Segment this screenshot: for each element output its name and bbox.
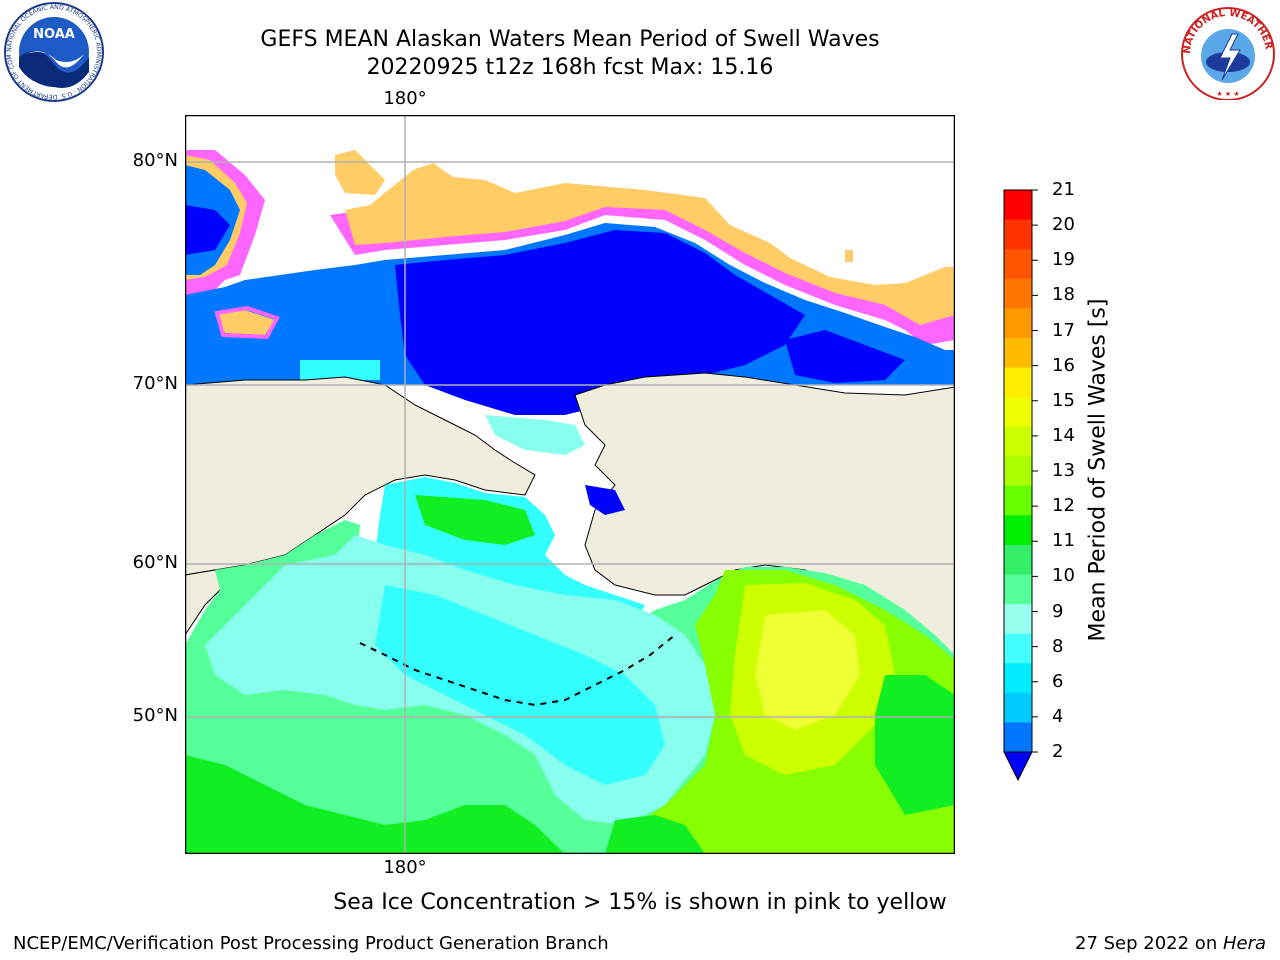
footer-date-text: 27 Sep 2022 on (1075, 933, 1223, 954)
lat-label-70n: 70°N (132, 373, 178, 394)
map-panel (185, 115, 955, 854)
colorbar-under-arrow (1003, 751, 1033, 782)
sea-ice-fleck (845, 250, 853, 262)
map-border (185, 115, 955, 854)
colorbar (1003, 189, 1038, 782)
colorbar-label: Mean Period of Swell Waves [s] (1085, 298, 1111, 642)
footer-date: 27 Sep 2022 on Hera (1075, 933, 1266, 954)
lat-label-60n: 60°N (132, 552, 178, 573)
siberia-land (185, 376, 536, 576)
noaa-logo: NATIONAL OCEANIC AND ATMOSPHERIC ADMINIS… (4, 2, 104, 102)
sea-ice-north (345, 163, 955, 325)
noaa-logo-text: NOAA (33, 27, 75, 42)
svg-text:★ ★ ★: ★ ★ ★ (1216, 90, 1239, 98)
colorbar-swatch (1004, 190, 1032, 221)
swell-max-zone (755, 610, 860, 730)
nws-logo: NATIONAL WEATHER SERVICE ★ ★ ★ (1178, 4, 1275, 100)
colorbar-swatch (1004, 663, 1032, 694)
footer-host: Hera (1222, 933, 1266, 954)
colorbar-tick-label: 19 (1052, 249, 1075, 271)
colorbar-swatch (1004, 574, 1032, 605)
colorbar-tick-label: 11 (1052, 530, 1075, 552)
colorbar-swatch (1004, 485, 1032, 516)
colorbar-swatch (1004, 692, 1032, 723)
colorbar-tick-label: 16 (1052, 354, 1075, 376)
colorbar-tick-label: 12 (1052, 495, 1075, 517)
colorbar-tick-label: 2 (1052, 741, 1064, 762)
footer-credit: NCEP/EMC/Verification Post Processing Pr… (13, 933, 609, 954)
colorbar-tick-label: 6 (1052, 670, 1064, 692)
deep-period-zone (395, 230, 805, 415)
graticule (185, 115, 955, 854)
colorbar-tick-label: 13 (1052, 460, 1075, 481)
colorbar-swatch (1004, 544, 1032, 576)
colorbar-swatch (1004, 367, 1032, 398)
colorbar-swatch (1004, 397, 1032, 428)
chart-title: GEFS MEAN Alaskan Waters Mean Period of … (260, 27, 880, 52)
colorbar-tick-label: 9 (1052, 600, 1064, 622)
colorbar-swatch (1004, 633, 1032, 664)
chart-subtitle: 20220925 t12z 168h fcst Max: 15.16 (366, 55, 774, 80)
colorbar-swatch (1004, 722, 1032, 753)
colorbar-swatch (1004, 456, 1032, 487)
colorbar-tick-label: 14 (1052, 424, 1075, 446)
colorbar-swatch (1004, 515, 1032, 546)
colorbar-tick-label: 18 (1052, 284, 1075, 306)
colorbar-tick-label: 8 (1052, 635, 1064, 657)
sea-ice-caption: Sea Ice Concentration > 15% is shown in … (333, 890, 947, 915)
colorbar-tick-label: 10 (1052, 565, 1075, 587)
colorbar-swatch (1004, 604, 1032, 635)
colorbar-swatch (1004, 308, 1032, 339)
lon-label-bottom: 180° (383, 857, 427, 878)
colorbar-tick-label: 4 (1052, 705, 1064, 727)
lon-label-top: 180° (383, 88, 427, 109)
lat-label-80n: 80°N (132, 150, 178, 171)
colorbar-swatch (1004, 426, 1032, 457)
colorbar-tick-label: 17 (1052, 319, 1075, 341)
colorbar-tick-label: 21 (1052, 179, 1075, 200)
swell-green-zone (185, 755, 565, 854)
aleutian-islands (359, 634, 676, 707)
lat-label-50n: 50°N (132, 705, 178, 726)
colorbar-tick-label: 20 (1052, 214, 1075, 236)
colorbar-tick-label: 15 (1052, 389, 1075, 411)
colorbar-swatch (1004, 278, 1032, 309)
colorbar-swatch (1004, 219, 1032, 250)
colorbar-swatch (1004, 249, 1032, 280)
colorbar-swatch (1004, 337, 1032, 368)
